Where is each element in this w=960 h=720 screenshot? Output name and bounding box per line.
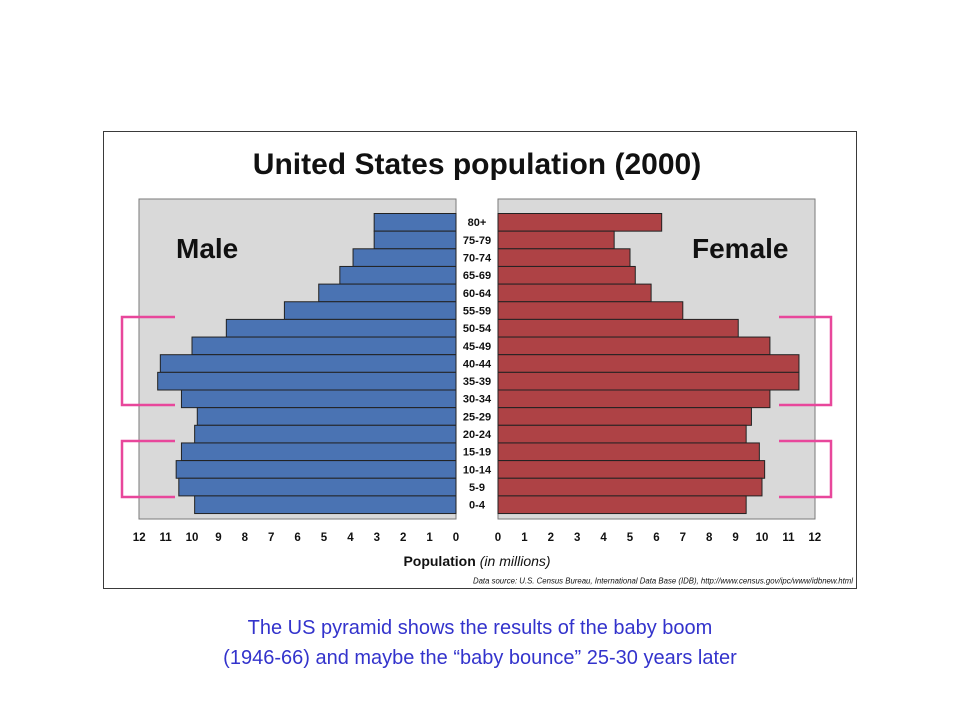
female-bar — [497, 354, 800, 373]
x-tick-label-female: 5 — [627, 532, 634, 544]
female-bar — [497, 442, 760, 462]
age-group-label: 70-74 — [463, 253, 492, 265]
age-group-labels: 80+ 75-79 70-74 65-69 60-64 55-59 50-54 45-49 40… — [463, 217, 492, 511]
female-bar — [497, 371, 800, 391]
male-bar — [339, 265, 457, 285]
male-bar — [157, 371, 457, 391]
x-tick-label-male: 3 — [374, 532, 380, 544]
female-bar — [497, 389, 771, 409]
x-tick-label-male: 8 — [242, 532, 249, 544]
x-tick-label-female: 9 — [732, 532, 738, 544]
slide-caption: The US pyramid shows the results of the … — [0, 613, 960, 673]
baby-bounce-bracket-right — [779, 439, 833, 499]
baby-bounce-bracket-left — [120, 439, 175, 499]
male-bar — [191, 336, 457, 356]
x-tick-label-male: 12 — [133, 532, 146, 544]
data-source-note: Data source: U.S. Census Bureau, Interna… — [473, 577, 853, 586]
x-axis-title-unit: (in millions) — [480, 553, 551, 569]
x-tick-label-male: 9 — [215, 532, 221, 544]
x-tick-label-male: 7 — [268, 532, 274, 544]
age-group-label: 15-19 — [463, 447, 491, 459]
female-bar — [497, 283, 652, 303]
male-bar — [180, 389, 457, 409]
x-tick-label-male: 2 — [400, 532, 406, 544]
male-bar — [194, 424, 457, 444]
male-series-label: Male — [176, 233, 238, 264]
age-group-label: 65-69 — [463, 270, 491, 282]
male-bar — [196, 407, 457, 426]
x-tick-label-male: 0 — [453, 532, 459, 544]
x-tick-label-female: 1 — [521, 532, 528, 544]
x-axis-title: Population (in millions) — [403, 553, 550, 569]
male-bar — [225, 318, 457, 338]
age-group-label: 20-24 — [463, 429, 492, 441]
baby-boom-bracket-right — [779, 315, 833, 407]
x-tick-label-male: 4 — [347, 532, 354, 544]
x-tick-label-male: 5 — [321, 532, 328, 544]
female-bar — [497, 213, 663, 232]
male-bar — [178, 477, 457, 497]
female-bar — [497, 407, 752, 426]
bar-series — [157, 213, 800, 515]
caption-line: The US pyramid shows the results of the … — [247, 617, 713, 639]
female-bar — [497, 477, 763, 497]
female-bar — [497, 301, 684, 320]
x-tick-label-female: 6 — [653, 532, 659, 544]
x-tick-label-male: 10 — [186, 532, 199, 544]
age-group-label: 0-4 — [469, 500, 486, 512]
age-group-label: 55-59 — [463, 305, 491, 317]
x-tick-label-female: 12 — [808, 532, 821, 544]
baby-boom-bracket-left — [120, 315, 175, 407]
x-tick-label-female: 11 — [782, 532, 795, 544]
female-bar — [497, 424, 747, 444]
male-bar — [283, 301, 457, 320]
x-tick-label-female: 8 — [706, 532, 713, 544]
x-tick-label-female: 7 — [680, 532, 686, 544]
age-group-label: 50-54 — [463, 323, 492, 335]
x-tick-label-male: 1 — [426, 532, 433, 544]
female-bar — [497, 460, 766, 479]
age-group-label: 35-39 — [463, 376, 491, 388]
age-group-label: 25-29 — [463, 411, 491, 423]
male-bar — [194, 495, 457, 515]
chart-title: United States population (2000) — [253, 148, 701, 181]
annotation-brackets — [120, 315, 833, 499]
female-bar — [497, 265, 636, 285]
age-group-label: 80+ — [468, 217, 487, 229]
male-bar — [373, 230, 457, 250]
x-tick-label-male: 6 — [294, 532, 300, 544]
x-axis-title-main: Population — [403, 553, 475, 569]
age-group-label: 5-9 — [469, 482, 485, 494]
male-bar — [180, 442, 457, 462]
x-tick-label-female: 3 — [574, 532, 580, 544]
age-group-label: 60-64 — [463, 288, 492, 300]
female-bar — [497, 248, 631, 267]
male-bar — [373, 213, 457, 232]
x-tick-label-female: 0 — [495, 532, 501, 544]
caption-line: (1946-66) and maybe the “baby bounce” 25… — [223, 647, 737, 669]
female-series-label: Female — [692, 233, 789, 264]
male-bar — [175, 460, 457, 479]
male-bar — [352, 248, 457, 267]
x-tick-label-female: 10 — [756, 532, 769, 544]
x-tick-label-male: 11 — [160, 532, 173, 544]
female-bar — [497, 318, 739, 338]
male-bar — [159, 354, 457, 373]
age-group-label: 45-49 — [463, 341, 491, 353]
x-tick-label-female: 2 — [548, 532, 554, 544]
age-group-label: 10-14 — [463, 464, 492, 476]
x-tick-label-female: 4 — [600, 532, 607, 544]
age-group-label: 30-34 — [463, 394, 492, 406]
age-group-label: 40-44 — [463, 358, 492, 370]
female-bar — [497, 230, 615, 250]
male-bar — [318, 283, 457, 303]
female-bar — [497, 495, 747, 515]
age-group-label: 75-79 — [463, 235, 491, 247]
female-bar — [497, 336, 771, 356]
